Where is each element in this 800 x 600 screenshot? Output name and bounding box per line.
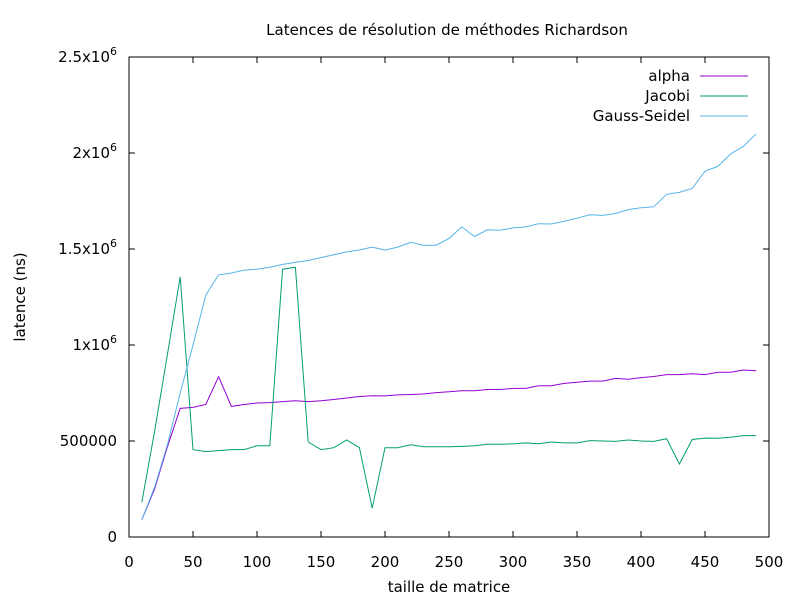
- x-tick-label: 100: [243, 553, 272, 571]
- legend-label-alpha: alpha: [648, 67, 690, 85]
- y-tick-label: 0: [107, 528, 117, 546]
- chart-title: Latences de résolution de méthodes Richa…: [266, 21, 628, 39]
- x-tick-label: 0: [124, 553, 134, 571]
- y-tick-mantissa: 1.5x10: [58, 240, 110, 258]
- x-tick-label: 300: [499, 553, 528, 571]
- x-tick-label: 250: [435, 553, 464, 571]
- series-line-jacobi: [141, 266, 757, 509]
- series-line-gauss-seidel: [141, 133, 757, 520]
- x-tick-label: 500: [755, 553, 784, 571]
- y-tick-mantissa: 1x10: [72, 336, 110, 354]
- x-tick-label: 400: [627, 553, 656, 571]
- y-tick-exponent: 6: [110, 237, 117, 250]
- x-tick-label: 150: [307, 553, 336, 571]
- y-tick-label: 1x106: [72, 333, 117, 354]
- y-tick-mantissa: 2x10: [72, 144, 110, 162]
- y-tick-label: 1.5x106: [58, 237, 117, 258]
- series-line-alpha: [141, 369, 757, 520]
- x-tick-label: 50: [183, 553, 202, 571]
- y-tick-label: 500000: [60, 432, 117, 450]
- axis-ticks: 0 50 100 150 200 250 300 350 400 450 500 0 500000 1x1…: [58, 45, 783, 571]
- x-tick-label: 450: [691, 553, 720, 571]
- y-tick-exponent: 6: [110, 333, 117, 346]
- legend: alpha Jacobi Gauss-Seidel: [593, 67, 748, 125]
- series-lines: [141, 133, 757, 520]
- y-tick-mantissa: 0: [107, 528, 117, 546]
- x-tick-label: 350: [563, 553, 592, 571]
- y-tick-label: 2x106: [72, 141, 117, 162]
- y-tick-exponent: 6: [110, 141, 117, 154]
- y-axis-label: latence (ns): [11, 252, 29, 341]
- y-tick-mantissa: 2.5x10: [58, 48, 110, 66]
- legend-label-jacobi: Jacobi: [644, 87, 690, 105]
- plot-frame: [128, 56, 770, 538]
- legend-label-gauss-seidel: Gauss-Seidel: [593, 107, 690, 125]
- y-tick-label: 2.5x106: [58, 45, 117, 66]
- y-tick-exponent: 6: [110, 45, 117, 58]
- x-tick-label: 200: [371, 553, 400, 571]
- y-tick-mantissa: 500000: [60, 432, 117, 450]
- x-axis-label: taille de matrice: [388, 578, 511, 596]
